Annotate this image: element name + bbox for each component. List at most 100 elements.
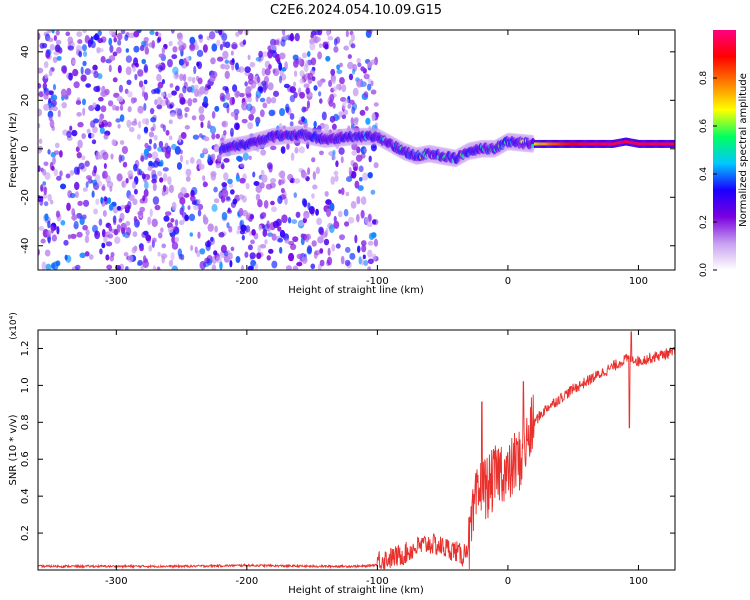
- noise-blob: [225, 91, 231, 101]
- signal-peak: [537, 142, 539, 146]
- noise-blob: [93, 70, 99, 79]
- noise-blob: [193, 65, 197, 75]
- noise-blob: [360, 209, 365, 219]
- noise-blob: [85, 83, 92, 88]
- noise-blob: [216, 154, 222, 162]
- noise-blob: [82, 107, 86, 116]
- noise-blob: [59, 150, 63, 158]
- noise-blob: [103, 162, 107, 169]
- signal-peak: [546, 142, 548, 146]
- noise-blob: [198, 114, 205, 122]
- noise-blob: [99, 126, 105, 135]
- signal-peak: [535, 142, 537, 146]
- noise-blob: [131, 120, 138, 126]
- noise-blob: [322, 123, 330, 131]
- noise-blob: [255, 56, 261, 62]
- signal-peak: [558, 142, 560, 146]
- noise-blob: [306, 50, 311, 58]
- noise-blob: [211, 264, 217, 270]
- noise-blob: [268, 248, 274, 254]
- noise-blob: [363, 91, 369, 98]
- noise-blob: [48, 97, 52, 104]
- signal-peak: [548, 142, 550, 146]
- noise-blob: [167, 176, 172, 185]
- noise-blob: [338, 147, 345, 155]
- noise-blob: [203, 136, 210, 142]
- noise-blob: [82, 224, 88, 231]
- noise-blob: [221, 181, 228, 188]
- signal-peak: [614, 142, 616, 146]
- signal-peak: [615, 141, 617, 145]
- noise-blob: [261, 174, 268, 183]
- signal-peak: [559, 142, 561, 146]
- noise-blob: [234, 113, 239, 121]
- noise-blob: [127, 254, 134, 263]
- noise-blob: [196, 49, 204, 58]
- noise-blob: [199, 260, 206, 270]
- noise-blob: [164, 150, 171, 159]
- noise-blob: [98, 218, 103, 226]
- noise-blob: [132, 198, 138, 206]
- noise-blob: [295, 211, 301, 218]
- noise-blob: [84, 251, 90, 257]
- noise-blob: [202, 216, 209, 225]
- noise-blob: [73, 181, 80, 191]
- noise-blob: [259, 144, 265, 150]
- noise-blob: [42, 181, 47, 186]
- noise-blob: [143, 63, 148, 73]
- noise-blob: [150, 116, 157, 123]
- noise-blob: [357, 62, 362, 68]
- noise-blob: [126, 79, 132, 86]
- noise-blob: [179, 154, 184, 163]
- noise-blob: [356, 57, 361, 64]
- noise-blob: [193, 204, 200, 211]
- x-tick-label: 0: [505, 276, 511, 287]
- noise-blob: [60, 88, 67, 98]
- noise-blob: [210, 71, 218, 79]
- noise-blob: [199, 152, 205, 159]
- noise-blob: [348, 73, 354, 81]
- noise-blob: [127, 200, 132, 210]
- noise-blob: [366, 83, 372, 91]
- noise-blob: [121, 145, 129, 155]
- noise-blob: [259, 87, 264, 94]
- noise-blob: [341, 102, 347, 110]
- noise-blob: [363, 148, 367, 153]
- noise-blob: [339, 76, 345, 85]
- noise-blob: [196, 250, 201, 258]
- noise-blob: [53, 168, 58, 177]
- noise-blob: [171, 225, 179, 232]
- noise-blob: [321, 111, 327, 121]
- noise-blob: [145, 118, 149, 126]
- signal-peak: [555, 142, 558, 146]
- signal-peak: [592, 142, 594, 146]
- noise-blob: [127, 106, 132, 113]
- snr-y-ticks: 0.2 0.4 0.6 0.8 1.0 1.2: [20, 341, 675, 541]
- noise-blob: [277, 195, 283, 205]
- noise-blob: [50, 262, 56, 269]
- signal-peak: [567, 142, 569, 146]
- noise-blob: [204, 257, 211, 264]
- noise-blob: [179, 196, 186, 205]
- noise-blob: [60, 183, 67, 190]
- noise-blob: [327, 247, 331, 256]
- noise-blob: [81, 44, 87, 52]
- noise-blob: [107, 197, 112, 204]
- noise-blob: [373, 238, 379, 247]
- noise-blob: [151, 218, 158, 228]
- noise-blob: [340, 156, 344, 164]
- noise-blob: [210, 153, 216, 161]
- noise-blob: [126, 119, 132, 128]
- snr-y-multiplier: (x10⁴): [9, 312, 19, 339]
- signal-peak: [543, 142, 545, 146]
- noise-blob: [125, 55, 133, 63]
- noise-blob: [251, 229, 256, 236]
- noise-blob: [343, 208, 349, 217]
- noise-blob: [310, 33, 314, 39]
- signal-peak: [569, 142, 571, 146]
- noise-blob: [45, 263, 52, 270]
- noise-blob: [291, 219, 298, 225]
- noise-blob: [270, 97, 277, 104]
- y-tick-label: 1.0: [20, 377, 31, 393]
